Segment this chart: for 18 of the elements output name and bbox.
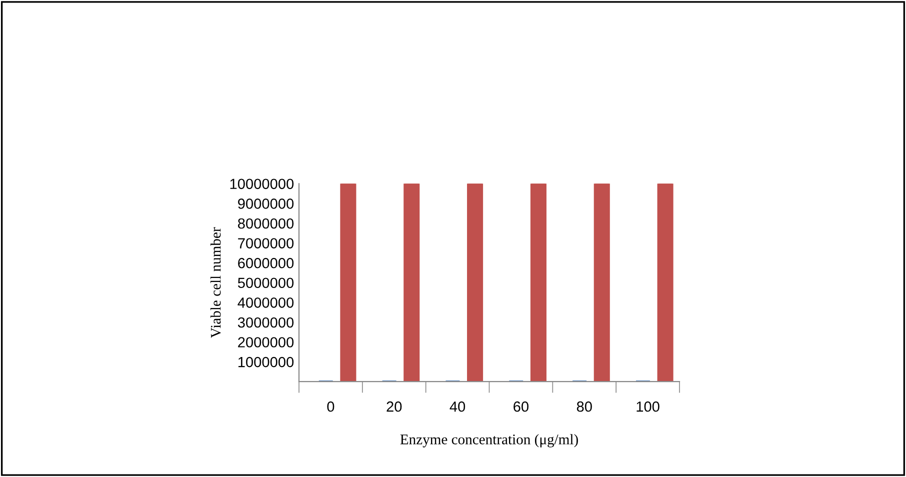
x-axis-title: Enzyme concentration (μg/ml): [400, 434, 578, 448]
x-tick-label: 40: [450, 401, 466, 412]
y-tick-label: 7000000: [238, 238, 294, 248]
y-tick-label: 4000000: [238, 298, 294, 308]
y-tick-label: 6000000: [238, 258, 294, 268]
x-tick-label: 0: [327, 401, 334, 412]
y-tick-label: 1000000: [238, 356, 294, 368]
y-tick-label: 10000000: [230, 178, 294, 190]
y-tick-label: 8000000: [238, 218, 294, 229]
y-tick-label: 9000000: [238, 198, 294, 209]
x-tick-label: 80: [576, 401, 592, 412]
y-tick-label: 3000000: [238, 317, 294, 328]
y-tick-label: 2000000: [238, 337, 294, 348]
y-axis-title: Viable cell number: [210, 227, 221, 338]
y-tick-label: 5000000: [238, 278, 294, 288]
x-tick-label: 60: [514, 401, 528, 412]
x-tick-label: 20: [386, 401, 402, 412]
x-tick-label: 100: [636, 401, 660, 412]
